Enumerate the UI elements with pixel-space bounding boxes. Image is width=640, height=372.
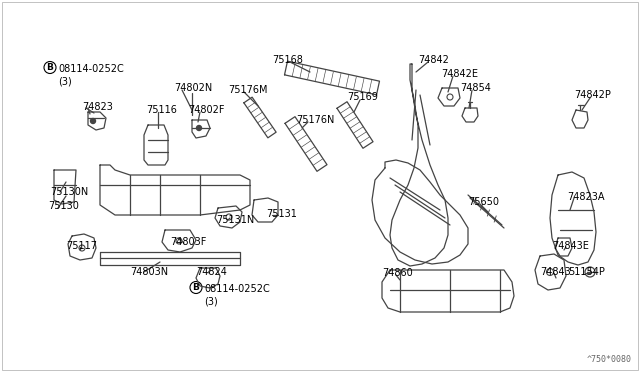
- Text: 74843: 74843: [540, 267, 571, 277]
- Text: ^750*0080: ^750*0080: [587, 355, 632, 364]
- Text: 75131: 75131: [266, 209, 297, 219]
- Text: 74842P: 74842P: [574, 90, 611, 100]
- Text: 75130N: 75130N: [50, 187, 88, 197]
- Text: 74803F: 74803F: [170, 237, 206, 247]
- Text: 74824: 74824: [196, 267, 227, 277]
- Text: (3): (3): [204, 296, 218, 306]
- Text: B: B: [47, 63, 53, 72]
- Text: 74823: 74823: [82, 102, 113, 112]
- Text: 74823A: 74823A: [567, 192, 605, 202]
- Text: 75168: 75168: [272, 55, 303, 65]
- Text: 75131N: 75131N: [216, 215, 254, 225]
- Text: 75650: 75650: [468, 197, 499, 207]
- Text: 51154P: 51154P: [568, 267, 605, 277]
- Text: 08114-0252C: 08114-0252C: [58, 64, 124, 74]
- Text: (3): (3): [58, 76, 72, 86]
- Text: 74842: 74842: [418, 55, 449, 65]
- Text: B: B: [193, 283, 200, 292]
- Text: 74854: 74854: [460, 83, 491, 93]
- Text: 08114-0252C: 08114-0252C: [204, 284, 269, 294]
- Text: 75169: 75169: [347, 92, 378, 102]
- Text: 75116: 75116: [146, 105, 177, 115]
- Text: 74802F: 74802F: [188, 105, 225, 115]
- Text: 75130: 75130: [48, 201, 79, 211]
- Text: 75176M: 75176M: [228, 85, 268, 95]
- Circle shape: [90, 119, 95, 124]
- Text: 75176N: 75176N: [296, 115, 334, 125]
- Circle shape: [196, 125, 202, 131]
- Text: 74802N: 74802N: [174, 83, 212, 93]
- Text: 74843E: 74843E: [552, 241, 589, 251]
- Text: 74860: 74860: [382, 268, 413, 278]
- Text: 74842E: 74842E: [441, 69, 478, 79]
- Text: 74803N: 74803N: [130, 267, 168, 277]
- Text: 75117: 75117: [66, 241, 97, 251]
